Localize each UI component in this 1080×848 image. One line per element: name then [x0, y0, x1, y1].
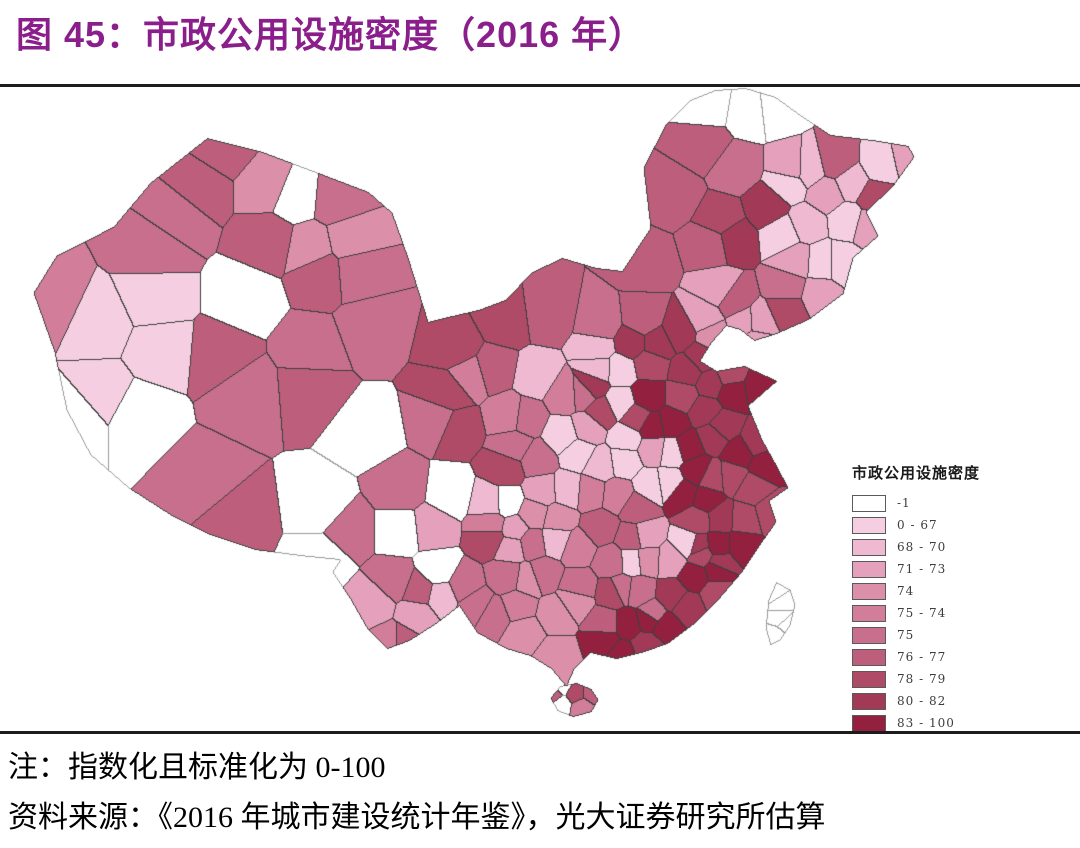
legend-row: 78 - 79 [852, 668, 1022, 690]
legend-swatch [852, 582, 886, 600]
legend-row: 0 - 67 [852, 514, 1022, 536]
legend-swatch [852, 516, 886, 534]
legend-swatch [852, 604, 886, 622]
legend-label: 75 [897, 628, 915, 642]
legend-label: 75 - 74 [897, 606, 947, 620]
legend-row: 80 - 82 [852, 690, 1022, 712]
legend-swatch [852, 692, 886, 710]
legend-row: 74 [852, 580, 1022, 602]
legend-label: 68 - 70 [897, 540, 947, 554]
legend-swatch [852, 626, 886, 644]
map-legend: 市政公用设施密度 -1 0 - 67 68 - 70 71 - 73 74 75 - 74… [852, 462, 1022, 734]
legend-title: 市政公用设施密度 [852, 466, 981, 482]
legend-label: 76 - 77 [897, 650, 947, 664]
legend-label: 74 [897, 584, 915, 598]
legend-row: 75 - 74 [852, 602, 1022, 624]
legend-swatch [852, 538, 886, 556]
legend-row: 71 - 73 [852, 558, 1022, 580]
legend-label: 80 - 82 [897, 694, 947, 708]
legend-swatch [852, 560, 886, 578]
footer-divider [0, 731, 1080, 734]
figure-note: 注：指数化且标准化为 0-100 [8, 751, 386, 784]
legend-row: 68 - 70 [852, 536, 1022, 558]
legend-label: 71 - 73 [897, 562, 947, 576]
legend-rows: -1 0 - 67 68 - 70 71 - 73 74 75 - 74 75 76 - 77… [852, 492, 1022, 734]
legend-label: 78 - 79 [897, 672, 947, 686]
legend-swatch [852, 648, 886, 666]
legend-label: -1 [897, 496, 911, 510]
legend-swatch [852, 494, 886, 512]
legend-row: 75 [852, 624, 1022, 646]
legend-row: 76 - 77 [852, 646, 1022, 668]
legend-row: -1 [852, 492, 1022, 514]
legend-swatch [852, 714, 886, 732]
figure-source: 资料来源：《2016 年城市建设统计年鉴》，光大证券研究所估算 [8, 801, 826, 834]
legend-swatch [852, 670, 886, 688]
legend-label: 0 - 67 [897, 518, 938, 532]
legend-label: 83 - 100 [897, 716, 955, 730]
